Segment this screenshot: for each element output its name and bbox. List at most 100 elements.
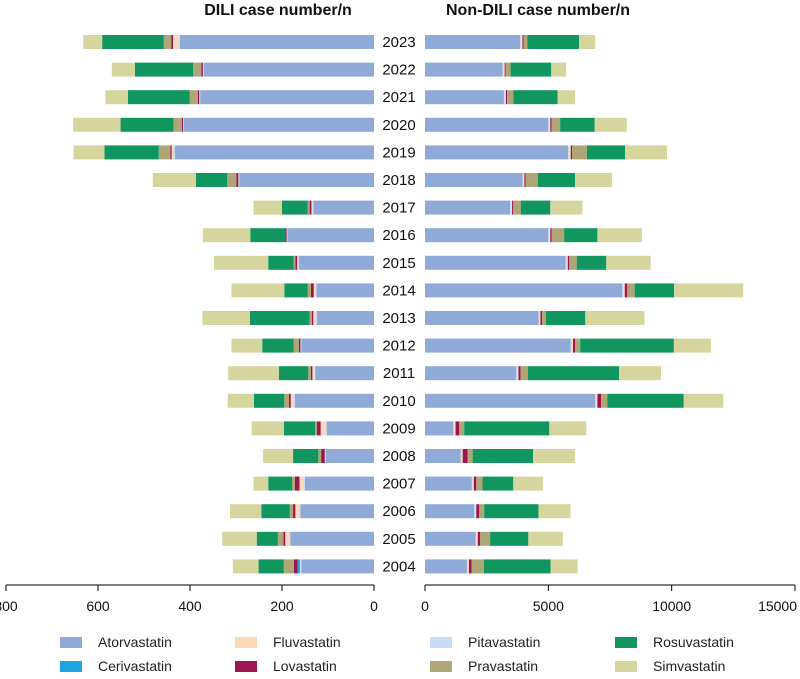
dili-bar-2015-pitavastatin: [298, 255, 300, 270]
dili-bar-2013-rosuvastatin: [249, 311, 310, 325]
dili-bar-2021-atorvastatin: [200, 90, 374, 105]
dili-bar-2023-pitavastatin: [178, 35, 180, 49]
dili-bar-2022-simvastatin: [111, 62, 135, 77]
non-dili-bar-2006-fluvastatin: [475, 504, 477, 519]
dili-bar-2012-pravastatin: [293, 338, 300, 353]
non-dili-bars: [425, 35, 744, 574]
legend-label-pravastatin: Pravastatin: [468, 658, 538, 674]
dili-bar-2018-rosuvastatin: [195, 173, 228, 187]
dili-bar-2005-fluvastatin: [285, 531, 289, 546]
non-dili-bar-2013-pitavastatin: [538, 311, 540, 325]
legend-item-cerivastatin: Cerivastatin: [60, 658, 172, 674]
dili-bar-2013-pitavastatin: [316, 311, 317, 325]
dili-bar-2015-rosuvastatin: [268, 255, 294, 270]
dili-bar-2016-rosuvastatin: [250, 228, 286, 243]
dili-bar-2011-pitavastatin: [314, 366, 316, 381]
non-dili-bar-2015-lovastatin: [567, 255, 570, 270]
dili-bar-2014-fluvastatin: [313, 283, 316, 298]
non-dili-bar-2016-atorvastatin: [425, 228, 549, 243]
dili-bar-2012-rosuvastatin: [262, 338, 294, 353]
non-dili-bar-2013-simvastatin: [585, 311, 645, 325]
dili-bar-2019-pitavastatin: [173, 145, 175, 160]
non-dili-bar-2010-pitavastatin: [595, 393, 597, 408]
year-label-2005: 2005: [382, 531, 415, 548]
non-dili-bar-2022-simvastatin: [551, 62, 567, 77]
dili-bar-2012-lovastatin: [299, 338, 301, 353]
non-dili-bar-2009-lovastatin: [455, 421, 460, 436]
dili-bar-2012-pitavastatin: [300, 338, 302, 353]
year-labels: 2023 2022 2021 2020 2019 2018 2017 2016 2015 2014…: [382, 34, 415, 575]
non-dili-bar-2023-simvastatin: [579, 35, 596, 49]
dili-bar-2018-atorvastatin: [239, 173, 374, 187]
year-label-2017: 2017: [382, 200, 415, 217]
non-dili-bar-2013-lovastatin: [540, 311, 543, 325]
year-label-2012: 2012: [382, 338, 415, 355]
dili-bar-2022-atorvastatin: [203, 62, 374, 77]
non-dili-bar-2009-atorvastatin: [425, 421, 454, 436]
non-dili-bar-2009-rosuvastatin: [464, 421, 550, 436]
dili-bar-2014-rosuvastatin: [284, 283, 308, 298]
dili-bar-2019-fluvastatin: [171, 145, 174, 160]
dili-bar-2017-simvastatin: [253, 200, 282, 215]
dili-bar-2013-fluvastatin: [313, 311, 317, 325]
non-dili-bar-2014-atorvastatin: [425, 283, 623, 298]
non-dili-bar-2023-fluvastatin: [521, 35, 523, 49]
dili-bar-2019-rosuvastatin: [104, 145, 159, 160]
dili-bar-2011-fluvastatin: [312, 366, 315, 381]
year-label-2019: 2019: [382, 144, 415, 161]
non-dili-bar-2015-atorvastatin: [425, 255, 566, 270]
dili-bar-2017-fluvastatin: [311, 200, 313, 215]
non-dili-bar-2006-rosuvastatin: [484, 504, 539, 519]
dili-bar-2010-simvastatin: [227, 393, 254, 408]
dili-bar-2010-rosuvastatin: [253, 393, 285, 408]
dili-bar-2006-pravastatin: [289, 504, 294, 519]
dili-bar-2013-pravastatin: [309, 311, 312, 325]
year-label-2004: 2004: [382, 558, 415, 575]
non-dili-bar-2004-lovastatin: [468, 559, 472, 574]
dili-bar-2014-lovastatin: [310, 283, 314, 298]
non-dili-bar-2009-simvastatin: [549, 421, 587, 436]
dili-tick-label-600: 600: [86, 598, 110, 614]
dili-bar-2020-atorvastatin: [184, 117, 374, 132]
dili-bar-2016-lovastatin: [285, 228, 287, 243]
dili-bar-2006-atorvastatin: [300, 504, 374, 519]
non-dili-bar-2006-pravastatin: [479, 504, 485, 519]
non-dili-bar-2017-fluvastatin: [511, 200, 513, 215]
dili-bar-2008-rosuvastatin: [293, 449, 319, 463]
dili-bar-2018-pravastatin: [227, 173, 237, 187]
non-dili-bar-2019-fluvastatin: [569, 145, 571, 160]
dili-bar-2005-atorvastatin: [290, 531, 374, 546]
dili-tick-label-400: 400: [178, 598, 202, 614]
dili-bar-2004-atorvastatin: [301, 559, 374, 574]
non-dili-bar-2009-pitavastatin: [453, 421, 455, 436]
dili-bar-2005-pravastatin: [277, 531, 284, 546]
legend-item-lovastatin: Lovastatin: [235, 658, 337, 674]
dili-bar-2020-pravastatin: [173, 117, 182, 132]
year-label-2022: 2022: [382, 62, 415, 79]
non-dili-bar-2023-pravastatin: [523, 35, 528, 49]
legend-item-simvastatin: Simvastatin: [615, 658, 725, 674]
non-dili-bar-2007-pitavastatin: [471, 476, 473, 491]
dili-bar-2021-pitavastatin: [199, 90, 201, 105]
dili-bar-2020-lovastatin: [181, 117, 184, 132]
dili-bar-2023-atorvastatin: [179, 35, 374, 49]
legend-swatch-atorvastatin: [60, 637, 82, 648]
non-dili-bar-2005-pravastatin: [480, 531, 491, 546]
non-dili-bar-2013-fluvastatin: [539, 311, 541, 325]
dili-bar-2007-fluvastatin: [299, 476, 305, 491]
non-dili-bar-2006-simvastatin: [538, 504, 571, 519]
non-dili-bar-2010-fluvastatin: [596, 393, 598, 408]
non-dili-bar-2007-fluvastatin: [472, 476, 474, 491]
dili-bar-2023-rosuvastatin: [102, 35, 164, 49]
non-dili-bar-2019-lovastatin: [570, 145, 573, 160]
non-dili-bar-2008-lovastatin: [462, 449, 468, 463]
dili-bar-2022-lovastatin: [201, 62, 203, 77]
non-dili-bar-2012-pitavastatin: [570, 338, 572, 353]
non-dili-tick-label-10000: 10000: [652, 598, 691, 614]
dili-bar-2017-pravastatin: [307, 200, 310, 215]
dili-bar-2022-pravastatin: [193, 62, 202, 77]
dili-bar-2023-pravastatin: [163, 35, 172, 49]
dili-bar-2005-simvastatin: [222, 531, 257, 546]
non-dili-bar-2017-lovastatin: [512, 200, 514, 215]
dili-bar-2006-pitavastatin: [299, 504, 301, 519]
